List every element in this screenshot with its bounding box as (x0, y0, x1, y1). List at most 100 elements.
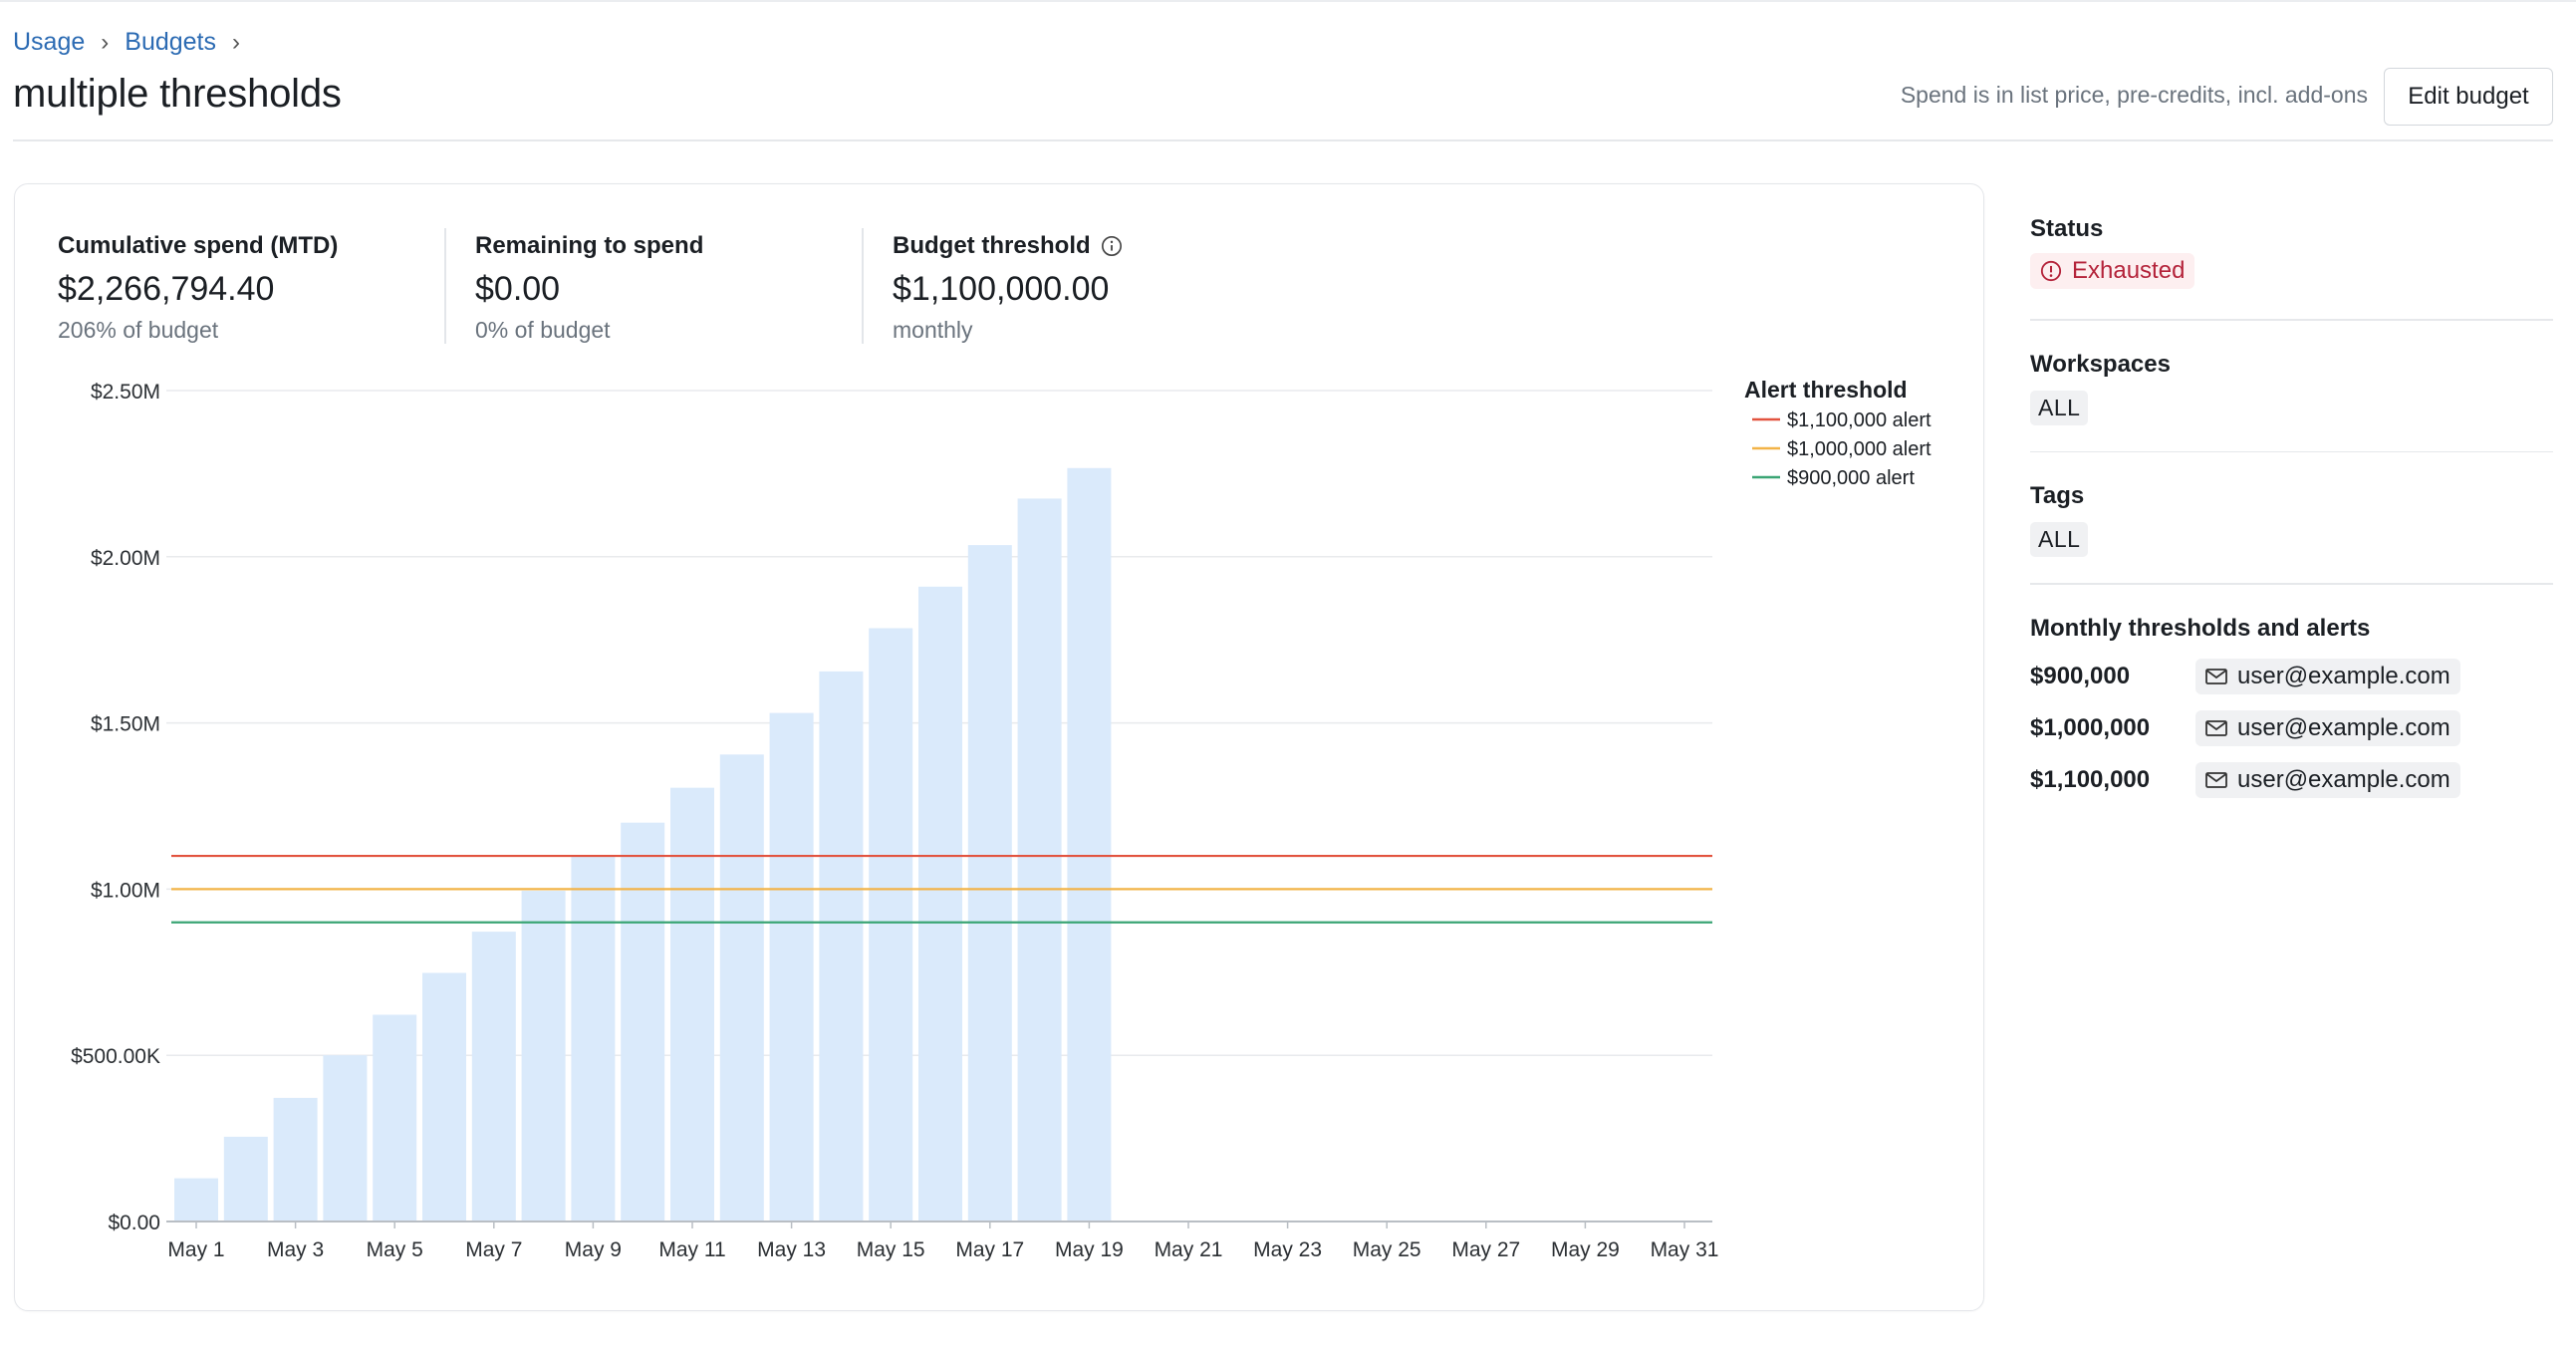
breadcrumb: Usage › Budgets › (13, 28, 256, 57)
mail-icon (2205, 719, 2227, 736)
spend-bar (471, 932, 516, 1221)
stat-label: Remaining to spend (475, 232, 703, 260)
legend-item: $1,000,000 alert (1787, 438, 1932, 460)
spend-bar (1067, 467, 1112, 1222)
legend-title: Alert threshold (1744, 377, 1908, 403)
stat-divider (444, 228, 446, 344)
spend-bar (273, 1097, 318, 1221)
spend-bar (174, 1178, 218, 1221)
x-tick-label: May 17 (955, 1238, 1024, 1261)
spend-bar (670, 787, 714, 1221)
status-text: Exhausted (2072, 257, 2186, 284)
header-divider (13, 139, 2553, 141)
stat-sub: 0% of budget (475, 317, 611, 343)
y-tick-label: $1.00M (91, 879, 160, 902)
workspaces-chip: ALL (2030, 390, 2089, 425)
threshold-amount: $900,000 (2030, 662, 2131, 689)
sidebar-divider (2030, 583, 2553, 585)
stat-label: Cumulative spend (MTD) (58, 232, 338, 260)
stat-value: $1,100,000.00 (893, 270, 1110, 308)
spend-bar (521, 891, 566, 1221)
edit-budget-button[interactable]: Edit budget (2384, 68, 2553, 126)
threshold-row: $900,000 user@example.com (2030, 657, 2553, 696)
y-tick-label: $0.00 (108, 1212, 160, 1234)
stat-sub: monthly (893, 317, 973, 343)
spend-bar (223, 1136, 268, 1221)
x-tick-label: May 27 (1451, 1238, 1520, 1261)
spend-bar (719, 754, 764, 1221)
x-tick-label: May 21 (1155, 1238, 1223, 1261)
x-tick-label: May 29 (1551, 1238, 1620, 1261)
workspaces-title: Workspaces (2030, 350, 2171, 378)
y-tick-label: $2.50M (91, 381, 160, 404)
status-title: Status (2030, 215, 2104, 242)
info-icon[interactable] (1101, 235, 1123, 257)
sidebar-divider (2030, 450, 2553, 452)
spend-bar (769, 712, 814, 1221)
spend-bar-chart: $0.00 $500.00K $1.00M $1.50M $2.00M $2.50M May… (71, 377, 1932, 1261)
spend-bar (918, 586, 962, 1221)
legend-item: $900,000 alert (1787, 467, 1915, 489)
x-tick-label: May 23 (1253, 1238, 1322, 1261)
y-tick-label: $1.50M (91, 713, 160, 736)
email-text: user@example.com (2237, 713, 2450, 741)
page-title: multiple thresholds (13, 72, 342, 116)
x-tick-label: May 3 (267, 1238, 324, 1261)
tags-title: Tags (2030, 482, 2085, 509)
x-tick-label: May 11 (658, 1238, 725, 1261)
chevron-right-icon: › (101, 28, 110, 56)
status-badge: Exhausted (2030, 253, 2195, 289)
spend-bar (869, 628, 913, 1221)
breadcrumb-budgets[interactable]: Budgets (125, 28, 217, 56)
stat-sub: 206% of budget (58, 317, 219, 343)
legend-item: $1,100,000 alert (1787, 409, 1932, 431)
spend-bar (323, 1055, 368, 1221)
spend-bar (621, 822, 665, 1221)
spend-bar (373, 1014, 417, 1221)
budget-chart-card: Cumulative spend (MTD) $2,266,794.40 206… (14, 183, 1984, 1311)
alerts-title: Monthly thresholds and alerts (2030, 614, 2371, 642)
threshold-row: $1,100,000 user@example.com (2030, 760, 2553, 800)
stat-label-text: Cumulative spend (MTD) (58, 232, 339, 259)
alert-circle-icon (2040, 260, 2062, 282)
chevron-right-icon: › (232, 28, 241, 56)
spend-bar (1017, 498, 1062, 1221)
mail-icon (2205, 668, 2227, 684)
email-text: user@example.com (2237, 662, 2450, 689)
spend-note: Spend is in list price, pre-credits, inc… (1900, 82, 2368, 108)
sidebar-divider (2030, 319, 2553, 321)
breadcrumb-usage[interactable]: Usage (13, 28, 86, 56)
threshold-amount: $1,000,000 (2030, 713, 2151, 741)
spend-bar (819, 671, 864, 1221)
stat-remaining: Remaining to spend $0.00 0% of budget (475, 232, 703, 344)
email-chip[interactable]: user@example.com (2195, 761, 2460, 798)
spend-bar (422, 972, 466, 1221)
x-tick-label: May 25 (1353, 1238, 1421, 1261)
email-chip[interactable]: user@example.com (2195, 709, 2460, 746)
stat-value: $0.00 (475, 270, 561, 308)
stat-label: Budget threshold (893, 232, 1123, 260)
threshold-row: $1,000,000 user@example.com (2030, 708, 2553, 748)
x-tick-label: May 15 (857, 1238, 925, 1261)
email-text: user@example.com (2237, 765, 2450, 793)
x-tick-label: May 13 (757, 1238, 826, 1261)
threshold-amount: $1,100,000 (2030, 765, 2151, 793)
x-tick-label: May 7 (465, 1238, 522, 1261)
x-tick-label: May 9 (565, 1238, 622, 1261)
y-tick-label: $500.00K (71, 1045, 160, 1068)
tags-chip: ALL (2030, 522, 2089, 557)
x-tick-label: May 5 (367, 1238, 423, 1261)
spend-bar (571, 855, 616, 1221)
stat-cumulative-spend: Cumulative spend (MTD) $2,266,794.40 206… (58, 232, 338, 344)
stat-budget-threshold: Budget threshold $1,100,000.00 monthly (893, 232, 1123, 344)
spend-bar (967, 545, 1012, 1221)
x-tick-label: May 19 (1055, 1238, 1124, 1261)
email-chip[interactable]: user@example.com (2195, 658, 2460, 694)
mail-icon (2205, 771, 2227, 788)
top-border (0, 0, 2576, 2)
y-tick-label: $2.00M (91, 547, 160, 570)
stat-label-text: Remaining to spend (475, 232, 704, 259)
x-tick-label: May 31 (1651, 1238, 1719, 1261)
x-tick-label: May 1 (167, 1238, 224, 1261)
stat-value: $2,266,794.40 (58, 270, 275, 308)
